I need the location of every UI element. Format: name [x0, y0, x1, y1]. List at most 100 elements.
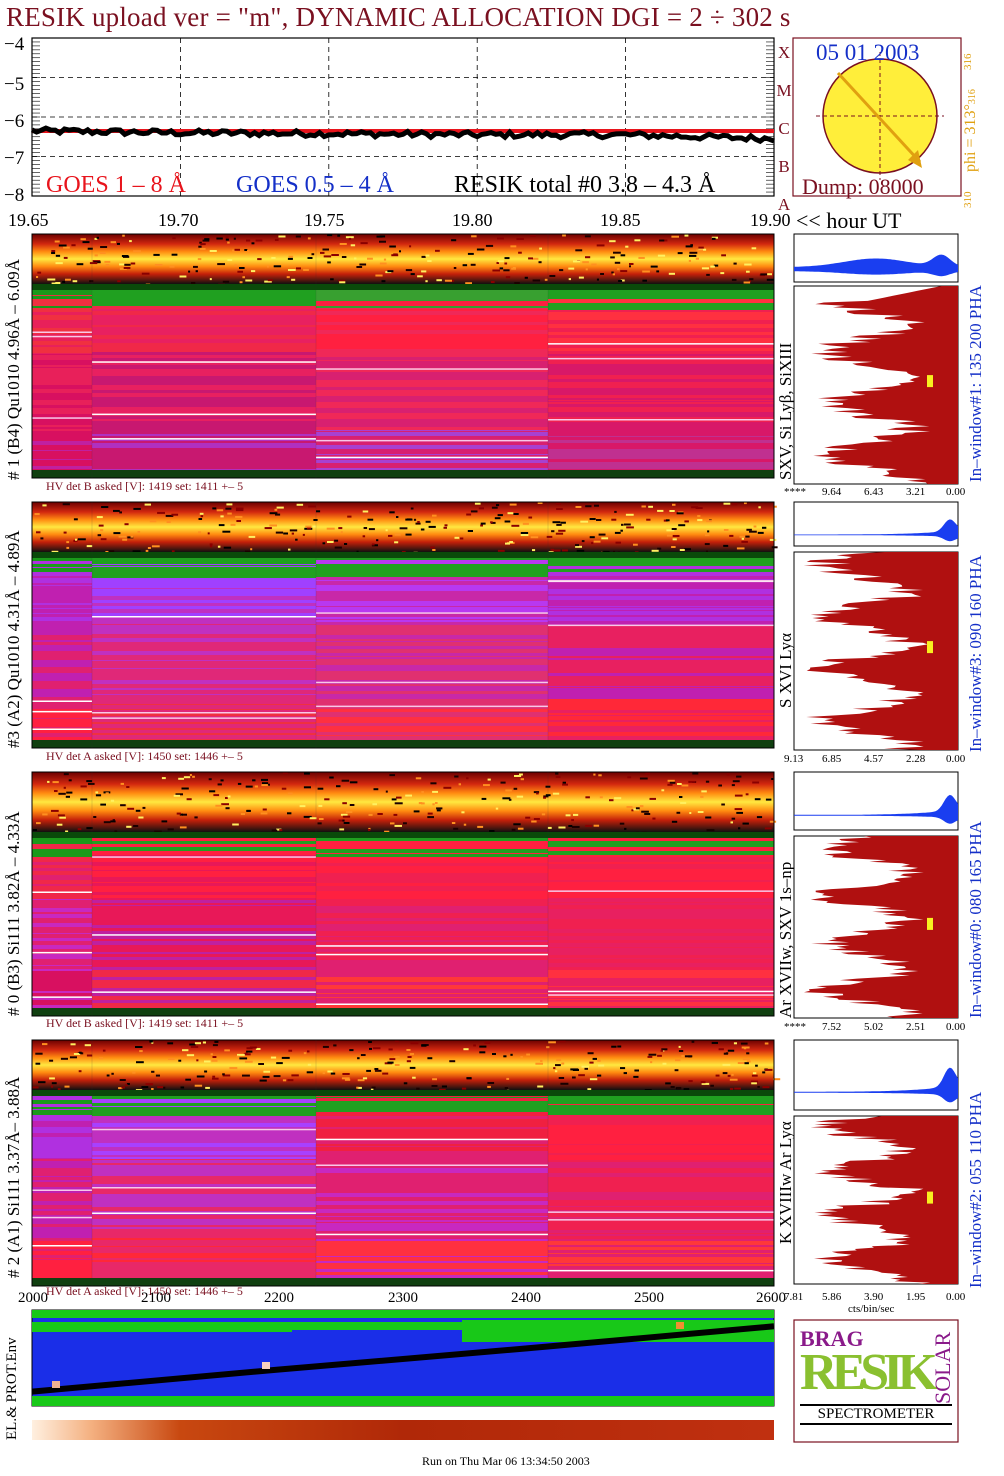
heat-pixel — [145, 549, 149, 552]
spectrogram-row — [92, 919, 316, 922]
spectrogram-row — [548, 328, 774, 330]
heat-pixel — [425, 520, 431, 523]
heat-pixel — [465, 282, 472, 285]
heat-pixel — [731, 784, 735, 787]
spectrogram-row — [92, 1159, 316, 1160]
channel-1-window: In–window#1: 135 200 PHA — [966, 285, 985, 482]
spectrogram-row — [548, 682, 774, 685]
spectrogram-row — [32, 388, 92, 389]
spectrogram-row — [32, 354, 92, 355]
heat-pixel — [307, 1063, 312, 1066]
heat-pixel — [698, 246, 704, 249]
heat-pixel — [626, 526, 634, 529]
heat-pixel — [532, 257, 539, 260]
spectrogram-row — [316, 866, 548, 869]
spectrogram-row — [32, 1180, 92, 1182]
heat-pixel — [751, 247, 757, 250]
heat-pixel — [342, 819, 345, 822]
heat-pixel — [327, 1070, 333, 1073]
spectrogram-row — [92, 1138, 316, 1139]
heat-pixel — [722, 1072, 728, 1075]
spectrogram-row — [548, 661, 774, 663]
heat-pixel — [276, 828, 282, 831]
heat-pixel — [278, 235, 286, 238]
spectrogram-row — [316, 920, 548, 921]
spectrogram-row — [92, 838, 316, 841]
spectrogram-row — [316, 1182, 548, 1186]
spectrogram-row — [32, 642, 92, 645]
spectrogram-row — [548, 1191, 774, 1192]
heat-pixel — [197, 258, 202, 261]
spectrogram-row — [92, 355, 316, 358]
spectrogram-row — [316, 659, 548, 662]
heat-pixel — [179, 813, 183, 816]
heat-pixel — [51, 250, 56, 252]
spectrogram-row — [92, 1155, 316, 1156]
heat-pixel — [634, 239, 641, 242]
heat-pixel — [704, 534, 710, 537]
heat-pixel — [585, 505, 592, 508]
spectrogram-bright-line — [32, 891, 92, 893]
heat-pixel — [195, 270, 198, 273]
heat-pixel — [50, 1085, 54, 1088]
heat-pixel — [656, 270, 660, 273]
heat-pixel — [731, 1073, 734, 1076]
heat-pixel — [63, 531, 67, 534]
heat-pixel — [331, 254, 339, 256]
heat-pixel — [560, 1082, 569, 1085]
spectrogram-row — [316, 1186, 548, 1190]
spectrogram-row — [92, 619, 316, 620]
heat-pixel — [120, 804, 126, 807]
heat-pixel — [538, 261, 542, 264]
spectrogram-row — [92, 895, 316, 898]
spectrogram-row — [92, 296, 316, 300]
heat-pixel — [34, 513, 40, 516]
heat-pixel — [504, 262, 508, 265]
spectrogram-row — [548, 703, 774, 706]
spectrogram-row — [32, 618, 92, 621]
spectrogram-row — [548, 995, 774, 998]
spectrogram-row — [92, 468, 316, 469]
spectrogram-row — [92, 880, 316, 882]
spectrogram-row — [92, 877, 316, 880]
spectrogram-row — [316, 308, 548, 309]
heat-pixel — [212, 507, 217, 510]
heat-pixel — [755, 1064, 758, 1067]
heat-pixel — [562, 549, 568, 552]
spectrogram-row — [316, 619, 548, 620]
spectrogram-row — [548, 459, 774, 462]
spectrogram-row — [316, 690, 548, 691]
spectrogram-row — [316, 719, 548, 722]
spectrogram-row — [548, 1266, 774, 1267]
spectrogram-row — [32, 401, 92, 405]
spectrogram-row — [32, 306, 92, 308]
spectrogram-row — [548, 873, 774, 877]
heat-pixel — [432, 514, 437, 517]
spectrogram-row — [92, 583, 316, 584]
heat-pixel — [596, 244, 605, 247]
heat-pixel — [155, 1074, 160, 1077]
heat-pixel — [723, 529, 729, 531]
spectrogram-row — [92, 594, 316, 596]
heat-pixel — [87, 247, 93, 250]
spectrogram-row — [32, 1000, 92, 1001]
spectrogram-row — [316, 691, 548, 694]
heat-pixel — [409, 1066, 416, 1069]
spectrogram-row — [92, 713, 316, 716]
spectrogram-row — [548, 982, 774, 984]
heat-pixel — [736, 811, 743, 814]
spectrogram-bright-line — [92, 1128, 316, 1131]
heat-pixel — [72, 280, 78, 283]
spectrogram-row — [92, 1156, 316, 1157]
spectrogram-row — [316, 1269, 548, 1272]
spectrogram-row — [548, 321, 774, 324]
heat-pixel — [299, 805, 306, 808]
heat-pixel — [706, 520, 712, 523]
heat-pixel — [96, 236, 99, 239]
spectrogram-row — [316, 463, 548, 464]
spectrogram-row — [316, 901, 548, 903]
heat-pixel — [63, 773, 69, 776]
heat-pixel — [466, 513, 472, 516]
spectrogram-row — [548, 391, 774, 395]
spectrogram-row — [92, 937, 316, 939]
